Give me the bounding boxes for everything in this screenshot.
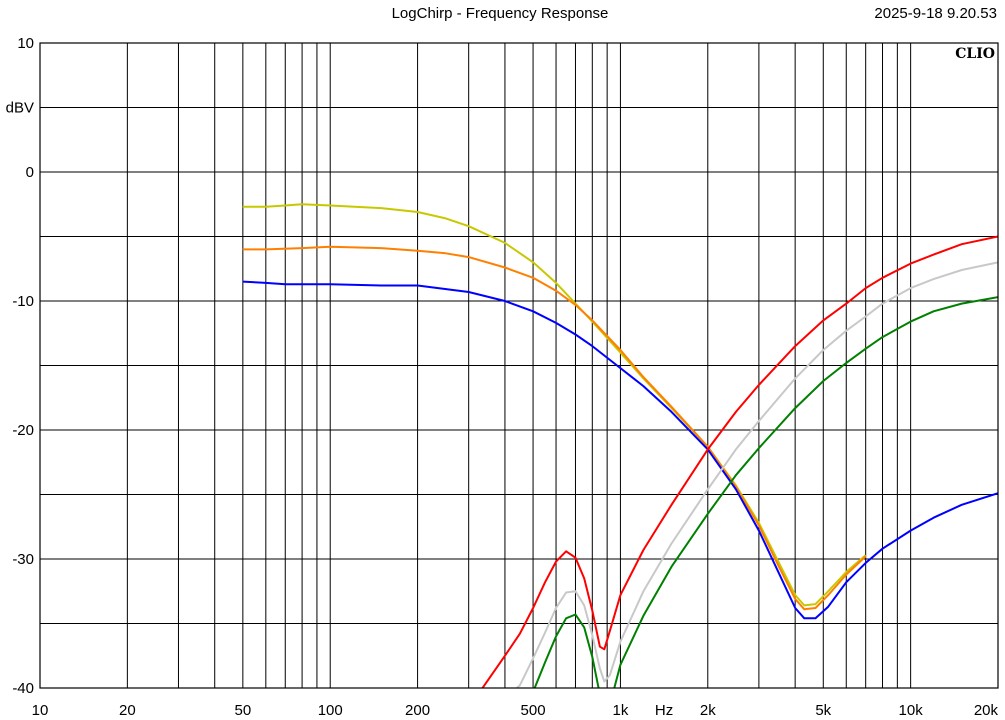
- x-tick-label: 50: [235, 702, 252, 719]
- grid: [40, 43, 998, 688]
- y-axis-unit-label: dBV: [6, 100, 34, 117]
- y-tick-label: -30: [12, 551, 34, 568]
- x-tick-label: 10: [32, 702, 49, 719]
- x-tick-label: 1k: [613, 702, 629, 719]
- x-tick-label: 100: [318, 702, 343, 719]
- y-tick-label: -10: [12, 293, 34, 310]
- chart-title: LogChirp - Frequency Response: [391, 5, 609, 22]
- series-lines: [242, 203, 998, 688]
- x-tick-label: 20: [119, 702, 136, 719]
- timestamp: 2025-9-18 9.20.53: [874, 5, 997, 22]
- x-tick-label: 20k: [974, 702, 999, 719]
- x-tick-label: 500: [521, 702, 546, 719]
- series-line-2: [242, 245, 867, 611]
- y-tick-label: -40: [12, 680, 34, 697]
- series-line-5: [515, 261, 998, 688]
- y-tick-label: -20: [12, 422, 34, 439]
- x-tick-label: 2k: [700, 702, 716, 719]
- x-tick-label: 200: [405, 702, 430, 719]
- y-tick-label: 0: [26, 164, 34, 181]
- x-tick-labels: 10 20 50 100 200 500 1k 2k 5k 10k 20k: [32, 702, 999, 719]
- y-tick-labels: 10 0 -10 -20 -30 -40: [12, 35, 34, 697]
- x-tick-label: 5k: [815, 702, 831, 719]
- x-axis-unit-label: Hz: [655, 702, 673, 719]
- series-line-4: [481, 235, 998, 688]
- x-tick-label: 10k: [899, 702, 924, 719]
- clio-logo: CLIO: [955, 46, 995, 62]
- series-line-6: [533, 296, 998, 688]
- plot-frame: [39, 42, 999, 689]
- series-line-3: [242, 280, 998, 620]
- y-tick-label: 10: [17, 35, 34, 52]
